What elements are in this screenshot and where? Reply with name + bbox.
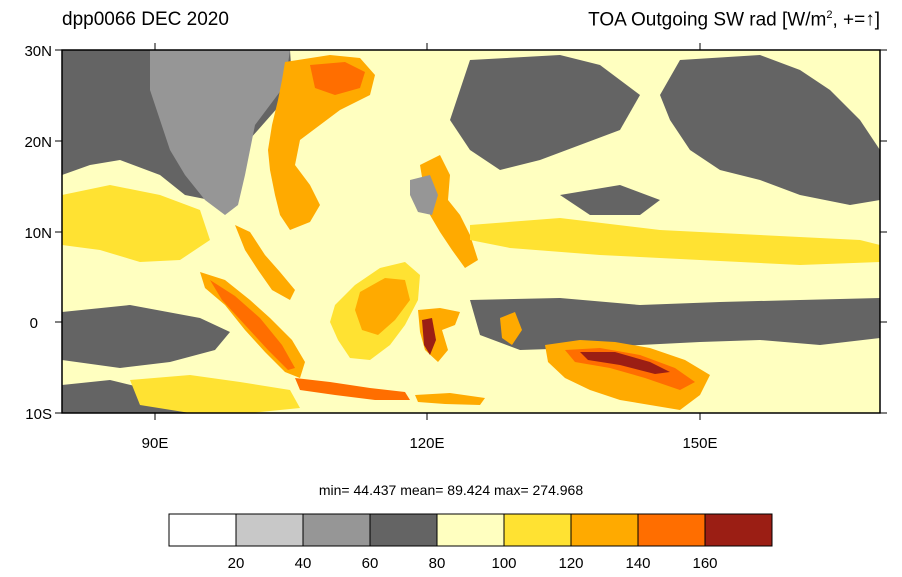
colorbar: 20 40 60 80 100 120 140 160 (168, 513, 773, 572)
land-south-china (268, 55, 375, 230)
colorbar-box (168, 513, 237, 547)
land-new-guinea-peaks (580, 352, 670, 374)
bright-cloud-band-pacific (470, 218, 880, 265)
lon-label-120e: 120E (409, 435, 444, 452)
lat-label-10n: 10N (24, 225, 52, 242)
lat-ticks (55, 43, 887, 420)
colorbar-label: 20 (228, 555, 245, 572)
field-statistics: min= 44.437 mean= 89.424 max= 274.968 (318, 482, 584, 498)
colorbar-box (637, 513, 706, 547)
bright-cloud-band-south (130, 375, 300, 413)
lat-label-10s: 10S (25, 406, 52, 423)
land-java (295, 378, 410, 400)
map-title: dpp0066 DEC 2020 (62, 9, 229, 30)
lat-label-20n: 20N (24, 134, 52, 151)
land-borneo-highlands (355, 278, 410, 335)
land-sulawesi-ridge (422, 318, 436, 355)
colorbar-box (503, 513, 572, 547)
colorbar-box (302, 513, 371, 547)
land-sumatra-ridge (210, 280, 295, 370)
lon-label-150e: 150E (682, 435, 717, 452)
colorbar-label: 40 (295, 555, 312, 572)
land-moluccas (500, 312, 522, 345)
sign-convention: , += (832, 9, 866, 31)
colorbar-box (369, 513, 438, 547)
cloud-band-equatorial (62, 305, 230, 368)
unit-exponent: 2 (826, 9, 833, 21)
colorbar-box (704, 513, 773, 547)
colorbar-box (235, 513, 304, 547)
colorbar-label: 60 (362, 555, 379, 572)
lat-label-equator: 0 (30, 315, 38, 332)
bracket-close: ] (874, 9, 880, 31)
cloud-band-north-east (660, 55, 880, 205)
land-malay-peninsula (235, 225, 295, 300)
up-arrow-icon: ↑ (865, 9, 875, 31)
land-lesser-sunda (415, 393, 485, 405)
mainland-asia-cloud (150, 50, 290, 215)
colorbar-label: 120 (558, 555, 583, 572)
variable-name: TOA Outgoing SW rad [W/m (588, 9, 827, 31)
lat-label-30n: 30N (24, 43, 52, 60)
map-field (62, 50, 880, 413)
colorbar-label: 140 (625, 555, 650, 572)
land-philippines (420, 155, 478, 268)
bright-cloud-band-indian (62, 185, 210, 262)
colorbar-label: 160 (692, 555, 717, 572)
colorbar-label: 100 (491, 555, 516, 572)
variable-title: TOA Outgoing SW rad [W/m2, +=↑] (588, 9, 880, 31)
cloud-band-east-streak (560, 185, 660, 215)
colorbar-box (570, 513, 639, 547)
colorbar-box (436, 513, 505, 547)
colorbar-label: 80 (429, 555, 446, 572)
land-china-orange (310, 62, 365, 95)
cloud-band-equatorial-east (470, 298, 880, 350)
lon-label-90e: 90E (142, 435, 169, 452)
cloud-band-north-central (450, 55, 640, 170)
land-philippines-cloud (410, 175, 438, 215)
